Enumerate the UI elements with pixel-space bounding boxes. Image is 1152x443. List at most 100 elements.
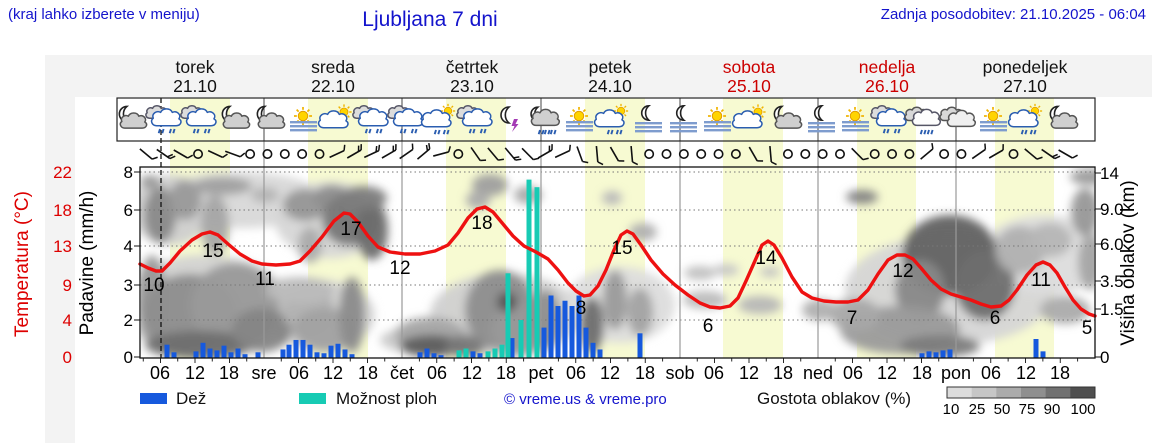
sun-cloud-rain-icon: [593, 103, 629, 135]
calm-wind-icon: [193, 149, 204, 160]
cloud-rain-icon: [870, 105, 907, 134]
x-tick-label: 18: [912, 363, 932, 383]
x-tick-label: čet: [390, 363, 414, 383]
precip-tick-label: 3: [124, 276, 133, 295]
cloud-rain-gray-icon: [904, 106, 942, 135]
cloud-height-axis-title: Višina oblakov (km): [1118, 180, 1139, 345]
cloud-tick-label: 1.5: [1100, 300, 1124, 319]
wind-barb-icon: [595, 145, 604, 166]
x-tick-label: 06: [704, 363, 724, 383]
precip-tick-label: 6: [124, 201, 133, 220]
page-shading-left: [45, 55, 75, 443]
day-name-label: nedelja: [859, 57, 916, 77]
x-tick-label: pon: [941, 363, 971, 383]
x-tick-label: 06: [981, 363, 1001, 383]
location-hint: (kraj lahko izberete v meniju): [8, 6, 200, 23]
precip-tick-label: 2: [124, 311, 133, 330]
temp-value-label: 17: [340, 219, 361, 240]
temp-value-label: 15: [611, 238, 632, 259]
axis-tick-labels: 22 18 13 9 4 0 8 6 4 3 2 0 14 9.0 6.0 3.5 1.5 0: [53, 163, 1124, 367]
cloud-rain-icon: [180, 105, 217, 134]
density-scale-label: 50: [994, 401, 1011, 418]
x-tick-label: 12: [877, 363, 897, 383]
density-scale-label: 25: [969, 401, 986, 418]
day-date-label: 23.10: [450, 76, 494, 96]
wind-barb-icon: [381, 144, 397, 159]
rain-legend-swatch: [140, 393, 167, 404]
sun-cloud-rain-icon: [420, 103, 456, 135]
calm-wind-icon: [730, 149, 741, 160]
day-date-label: 22.10: [311, 76, 355, 96]
copyright-link[interactable]: © vreme.us & vreme.pro: [504, 391, 667, 408]
cloud-density-legend-label: Gostota oblakov (%): [757, 389, 911, 408]
cloud-cover-blobs: [141, 169, 1094, 358]
wind-barb-icon: [1058, 149, 1078, 159]
precip-tick-label: 0: [124, 348, 133, 367]
temp-value-label: 18: [471, 213, 492, 234]
cloud-tick-label: 14: [1100, 164, 1119, 183]
x-tick-label: 06: [566, 363, 586, 383]
wind-barb-icon: [920, 142, 934, 160]
x-tick-label: sob: [665, 363, 694, 383]
temp-value-label: 12: [389, 258, 410, 279]
wind-barb-icon: [1024, 148, 1043, 160]
last-update-timestamp: Zadnja posodobitev: 21.10.2025 - 06:04: [880, 6, 1146, 23]
moon-cloud-icon: [221, 105, 251, 129]
calm-wind-icon: [956, 149, 967, 160]
x-tick-label: 12: [1016, 363, 1036, 383]
calm-wind-icon: [262, 149, 273, 160]
x-tick-label: ned: [803, 363, 833, 383]
x-tick-label: 18: [496, 363, 516, 383]
wind-barb-icon: [851, 147, 869, 161]
wind-barb-icon: [224, 150, 246, 158]
wind-barb-icon: [433, 146, 452, 157]
sun-cloud-icon: [731, 104, 766, 129]
cloud-tick-label: 6.0: [1100, 235, 1124, 254]
temp-value-label: 7: [847, 308, 858, 329]
calm-wind-icon: [939, 149, 950, 160]
x-tick-label: sre: [251, 363, 276, 383]
temp-value-label: 11: [1031, 270, 1051, 291]
sun-cloud-rain-icon: [1007, 103, 1043, 135]
page-title: Ljubljana 7 dni: [362, 8, 498, 31]
day-name-label: petek: [589, 57, 632, 77]
wind-barb-icon: [139, 148, 158, 160]
precip-axis-title: Padavine (mm/h): [77, 191, 98, 336]
calm-wind-icon: [314, 149, 325, 160]
x-tick-label: 18: [219, 363, 239, 383]
day-date-label: 26.10: [865, 76, 909, 96]
wind-barb-icon: [156, 148, 176, 160]
rain-bars: [164, 295, 1046, 358]
calm-wind-icon: [869, 149, 880, 160]
precip-tick-label: 8: [124, 163, 133, 182]
day-date-label: 25.10: [727, 76, 771, 96]
x-tick-label: 12: [323, 363, 343, 383]
temp-tick-label: 18: [53, 201, 72, 220]
calm-wind-icon: [713, 149, 724, 160]
wind-barb-icon: [487, 147, 505, 161]
temperature-line: [138, 205, 1097, 318]
calm-wind-icon: [1008, 149, 1019, 160]
temp-value-label: 8: [576, 298, 587, 319]
x-tick-label: 06: [843, 363, 863, 383]
temp-value-label: 12: [892, 261, 913, 282]
x-tick-label: 18: [773, 363, 793, 383]
plot-border: [139, 166, 1096, 359]
day-name-label: četrtek: [446, 57, 499, 77]
x-tick-label: 18: [358, 363, 378, 383]
wind-barb-icon: [416, 142, 431, 160]
moon-cloud-rain-icon: [530, 106, 561, 135]
temp-value-label: 6: [703, 316, 714, 337]
x-tick-label: 06: [289, 363, 309, 383]
day-name-label: sobota: [723, 57, 776, 77]
moon-cloud-icon: [773, 105, 803, 129]
cloud-tick-label: 3.5: [1100, 272, 1124, 291]
calm-wind-icon: [834, 149, 845, 160]
cloud-density-scale: 10 25 50 75 90 100: [943, 386, 1096, 418]
wind-barb-icon: [363, 144, 381, 159]
x-tick-label: 18: [1050, 363, 1070, 383]
precip-tick-label: 4: [124, 237, 133, 256]
calm-wind-icon: [279, 149, 290, 160]
moon-cloud-icon: [118, 105, 148, 129]
wind-barb-icon: [630, 145, 639, 166]
